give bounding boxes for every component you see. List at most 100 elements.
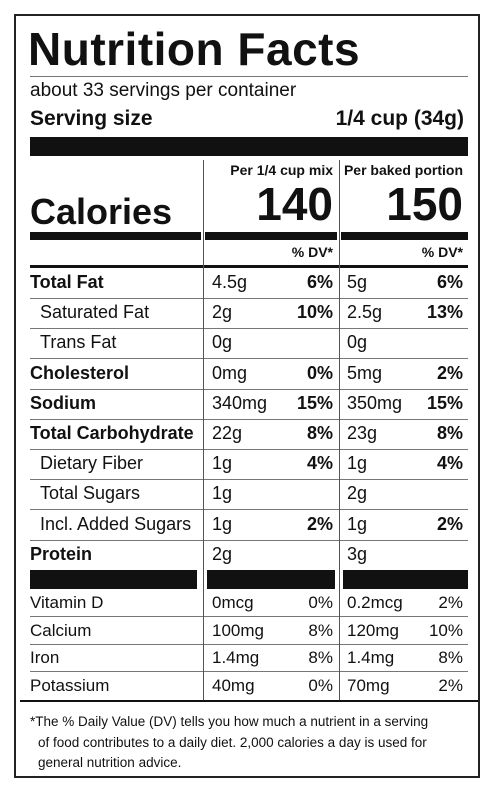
nutrient-name: Total Carbohydrate <box>30 423 194 443</box>
amount: 100mg <box>212 620 264 640</box>
rule <box>30 539 468 541</box>
rule <box>30 616 468 617</box>
daily-value: 8% <box>308 620 333 640</box>
nutrient-name: Cholesterol <box>30 362 130 383</box>
amount: 2g <box>347 483 368 504</box>
dv-header: % DV* <box>291 244 333 260</box>
amount: 1.4mg <box>212 648 260 668</box>
daily-value: 13% <box>426 302 463 323</box>
amount: 5mg <box>347 362 383 383</box>
thick-bar <box>30 232 201 240</box>
amount: 40mg <box>212 676 255 696</box>
vertical-rule <box>339 160 340 700</box>
calories-value: 150 <box>386 178 463 230</box>
dv-header: % DV* <box>421 244 463 260</box>
thick-bar <box>343 570 468 589</box>
daily-value: 2% <box>438 593 463 612</box>
nutrient-name: Total Sugars <box>40 483 141 504</box>
nutrient-name: Sodium <box>30 392 96 413</box>
amount: 2.5g <box>347 302 383 323</box>
column-header: Per 1/4 cup mix <box>230 162 333 178</box>
servings: about 33 servings per container <box>30 80 297 101</box>
amount: 4.5g <box>212 272 248 292</box>
amount: 350mg <box>347 392 403 413</box>
amount: 0mg <box>212 362 248 383</box>
amount: 1g <box>347 453 368 474</box>
daily-value: 8% <box>436 423 463 443</box>
thick-bar <box>205 232 337 240</box>
serving-size-label: Serving size <box>30 107 153 130</box>
daily-value: 10% <box>296 302 333 323</box>
amount: 0g <box>347 332 368 353</box>
vitamin-name: Vitamin D <box>30 593 104 612</box>
amount: 340mg <box>212 392 268 413</box>
thick-bar <box>30 570 197 589</box>
title: Nutrition Facts <box>28 23 361 75</box>
amount: 3g <box>347 543 368 564</box>
daily-value: 0% <box>308 676 333 696</box>
daily-value: 8% <box>438 648 463 668</box>
rule <box>30 328 468 330</box>
footnote: of food contributes to a daily diet. 2,0… <box>38 734 427 750</box>
label-border <box>14 14 480 778</box>
daily-value: 15% <box>426 392 463 413</box>
nutrient-name: Dietary Fiber <box>40 453 144 474</box>
rule <box>30 509 468 511</box>
thick-bar <box>341 232 468 240</box>
daily-value: 4% <box>436 453 463 474</box>
amount: 120mg <box>347 620 399 640</box>
amount: 2g <box>212 302 233 323</box>
amount: 22g <box>212 423 243 443</box>
amount: 1g <box>212 483 233 504</box>
serving-size-value: 1/4 cup (34g) <box>335 107 464 130</box>
daily-value: 2% <box>436 513 463 534</box>
daily-value: 15% <box>296 392 333 413</box>
calories-value: 140 <box>256 178 333 230</box>
amount: 0mcg <box>212 593 254 612</box>
rule <box>30 76 468 77</box>
daily-value: 10% <box>428 620 463 640</box>
amount: 2g <box>212 543 233 564</box>
amount: 1g <box>347 513 368 534</box>
rule <box>30 298 468 299</box>
calories-label: Calories <box>30 191 173 232</box>
amount: 1g <box>212 453 233 474</box>
thick-bar <box>207 570 335 589</box>
daily-value: 0% <box>306 362 333 383</box>
nutrient-name: Trans Fat <box>40 332 117 353</box>
thick-bar <box>30 137 468 156</box>
rule <box>30 418 468 420</box>
footnote: *The % Daily Value (DV) tells you how mu… <box>30 714 429 729</box>
amount: 1g <box>212 513 233 534</box>
footnote: general nutrition advice. <box>38 755 182 770</box>
amount: 23g <box>347 423 378 443</box>
rule <box>30 479 468 481</box>
daily-value: 8% <box>308 648 333 668</box>
daily-value: 2% <box>436 362 463 383</box>
rule <box>30 671 468 673</box>
nutrient-name: Total Fat <box>30 272 104 292</box>
rule <box>20 700 478 702</box>
rule <box>30 358 468 360</box>
vertical-rule <box>203 160 204 700</box>
nutrient-name: Protein <box>30 543 93 564</box>
daily-value: 8% <box>306 423 333 443</box>
amount: 1.4mg <box>347 648 395 668</box>
rule <box>30 643 468 645</box>
daily-value: 6% <box>436 272 463 292</box>
amount: 0g <box>212 332 233 353</box>
amount: 70mg <box>347 676 390 696</box>
rule <box>30 388 468 390</box>
rule <box>30 449 468 450</box>
vitamin-name: Iron <box>30 648 60 668</box>
vitamin-name: Calcium <box>30 620 92 640</box>
nutrient-name: Saturated Fat <box>40 302 150 323</box>
nutrient-name: Incl. Added Sugars <box>40 513 192 534</box>
daily-value: 4% <box>306 453 333 474</box>
rule <box>30 265 468 268</box>
daily-value: 2% <box>438 676 463 696</box>
daily-value: 2% <box>306 513 333 534</box>
column-header: Per baked portion <box>343 162 463 178</box>
daily-value: 0% <box>308 593 333 612</box>
